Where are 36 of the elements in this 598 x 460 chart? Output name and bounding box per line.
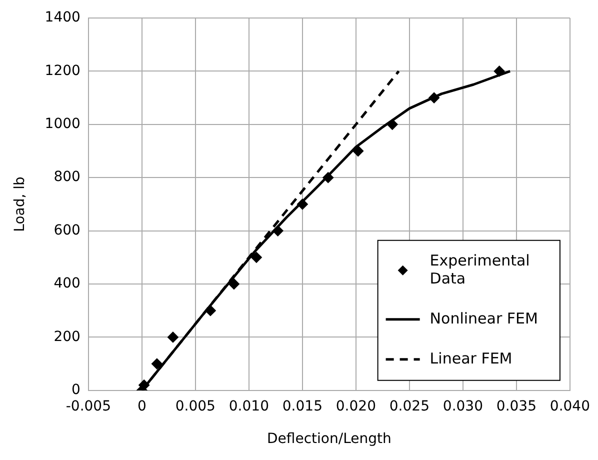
point — [386, 118, 398, 130]
point — [204, 305, 216, 316]
x-tick-label: 0.020 — [336, 398, 376, 414]
y-tick-label: 400 — [54, 276, 80, 292]
y-axis-title: Load, lb — [12, 176, 28, 232]
point — [228, 278, 240, 290]
x-tick-label: 0.025 — [389, 398, 430, 414]
legend-label: Nonlinear FEM — [430, 309, 538, 328]
y-tick-label: 0 — [72, 382, 80, 398]
x-tick-label: 0.035 — [496, 398, 537, 414]
y-tick-label: 600 — [54, 222, 80, 238]
legend-label: Linear FEM — [430, 349, 512, 368]
point — [151, 358, 162, 370]
x-tick-label: -0.005 — [66, 398, 111, 414]
point — [296, 198, 308, 210]
x-tick-label: 0.015 — [282, 398, 322, 414]
point — [494, 66, 505, 77]
x-tick-label: 0.010 — [228, 398, 269, 414]
point — [272, 225, 284, 236]
point — [167, 332, 178, 343]
legend-label: Experimental Data — [430, 251, 530, 288]
y-tick-label: 1000 — [44, 116, 80, 132]
y-tick-label: 1200 — [44, 62, 80, 79]
point — [250, 252, 262, 263]
point — [352, 146, 364, 156]
x-tick-label: 0 — [137, 398, 146, 414]
y-tick-label: 800 — [54, 169, 80, 186]
point — [322, 172, 334, 184]
point — [138, 380, 150, 390]
x-axis-title: Deflection/Length — [267, 431, 392, 448]
x-tick-label: 0.040 — [550, 398, 590, 414]
x-tick-label: 0.030 — [442, 398, 483, 414]
point — [428, 92, 440, 104]
y-tick-label: 200 — [54, 328, 80, 345]
x-tick-label: 0.005 — [175, 398, 216, 414]
y-tick-label: 1400 — [44, 10, 80, 26]
